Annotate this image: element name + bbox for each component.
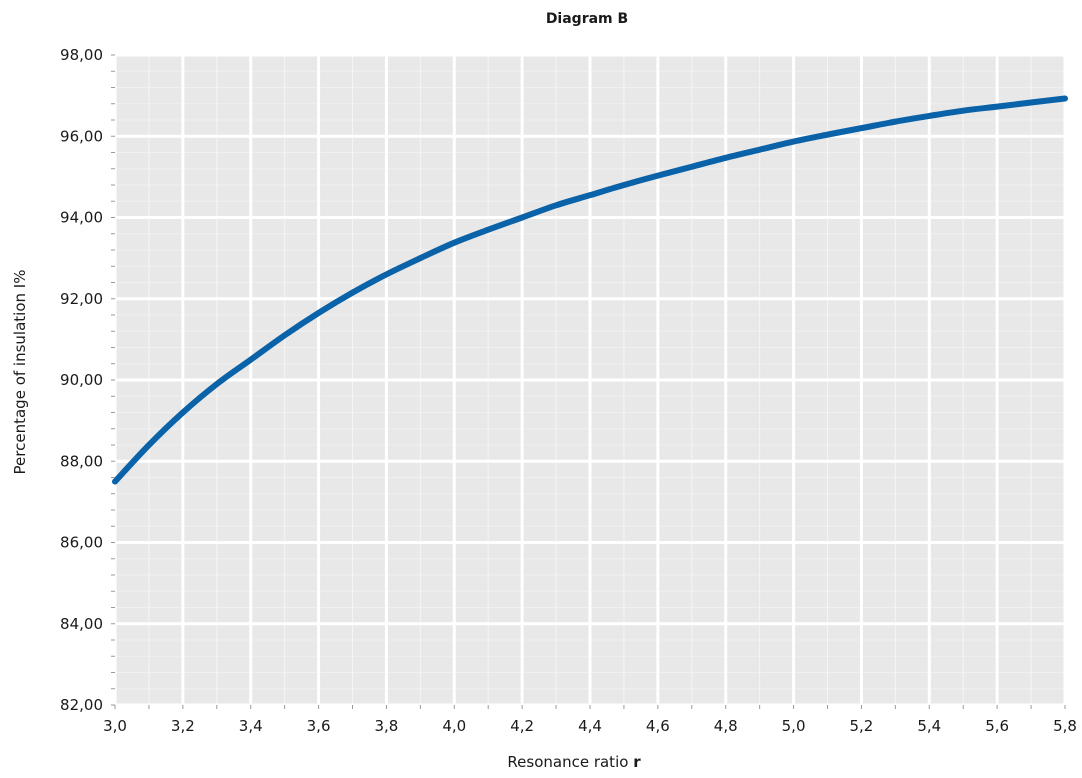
x-tick-label: 4,0 — [442, 717, 466, 735]
y-tick-label: 86,00 — [60, 534, 103, 552]
y-tick-label: 82,00 — [60, 696, 103, 714]
x-tick-label: 4,6 — [646, 717, 670, 735]
y-tick-label: 92,00 — [60, 290, 103, 308]
x-tick-label: 3,4 — [239, 717, 263, 735]
x-axis-title-variable: r — [633, 753, 641, 771]
y-tick-label: 90,00 — [60, 371, 103, 389]
series-line-0 — [112, 95, 1068, 485]
x-tick-label: 3,0 — [103, 717, 127, 735]
y-tick-label: 94,00 — [60, 209, 103, 227]
y-tick-label: 84,00 — [60, 615, 103, 633]
y-tick-label: 88,00 — [60, 452, 103, 470]
x-tick-label: 5,4 — [917, 717, 941, 735]
x-axis-title: Resonance ratio r — [507, 753, 641, 771]
x-axis: 3,0 3,2 3,4 3,6 3,8 4,0 4,2 4,4 4,6 4,8 5,0 5,2 5,4 5… — [103, 705, 1077, 735]
x-tick-label: 5,2 — [849, 717, 873, 735]
x-tick-label: 5,0 — [782, 717, 806, 735]
y-tick-label: 98,00 — [60, 46, 103, 64]
x-axis-title-text: Resonance ratio — [507, 753, 633, 771]
x-tick-label: 4,4 — [578, 717, 602, 735]
x-tick-label: 5,6 — [985, 717, 1009, 735]
x-tick-label: 4,2 — [510, 717, 534, 735]
x-tick-label: 3,8 — [374, 717, 398, 735]
y-axis: 82,00 84,00 86,00 88,00 90,00 92,00 94,00 96,00… — [60, 46, 115, 714]
y-tick-label: 96,00 — [60, 127, 103, 145]
chart-title: Diagram B — [546, 11, 628, 27]
y-axis-title: Percentage of insulation I% — [11, 270, 29, 475]
x-tick-label: 4,8 — [714, 717, 738, 735]
x-tick-label: 3,2 — [171, 717, 195, 735]
x-tick-label: 5,8 — [1053, 717, 1077, 735]
x-tick-label: 3,6 — [307, 717, 331, 735]
plot-area — [112, 53, 1068, 707]
